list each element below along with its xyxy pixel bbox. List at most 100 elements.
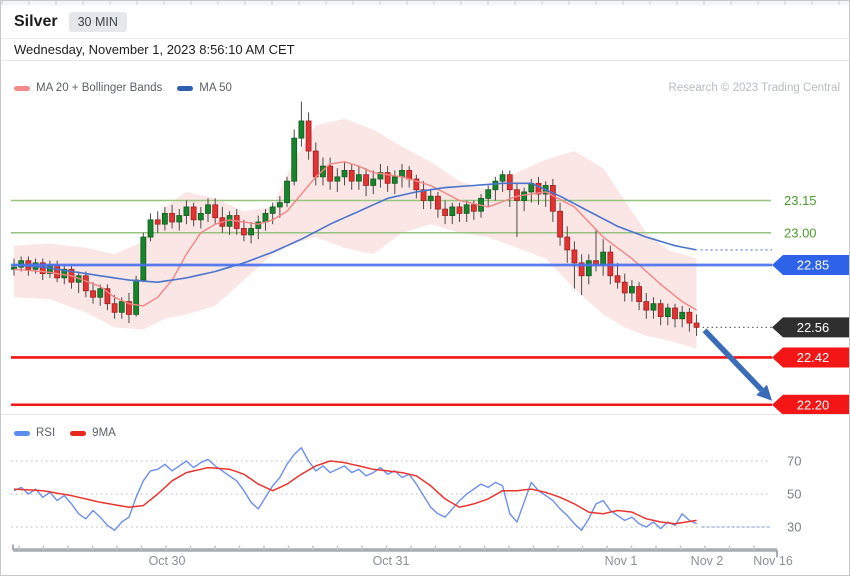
candle-body <box>621 281 628 294</box>
candle-body <box>629 286 635 294</box>
candle-body <box>377 172 384 180</box>
candle <box>578 254 585 296</box>
candle-body <box>571 249 578 264</box>
candle <box>334 168 341 192</box>
candle-body <box>298 120 305 139</box>
candle <box>420 181 427 210</box>
price-badge-text: 22.42 <box>797 350 830 365</box>
rsi-tick-label: 50 <box>787 487 801 502</box>
candle-body <box>363 174 369 186</box>
candle <box>327 157 334 190</box>
candle <box>111 295 118 319</box>
datetime-text: Wednesday, November 1, 2023 8:56:10 AM C… <box>14 42 295 57</box>
candle <box>241 219 247 242</box>
candle <box>370 170 377 195</box>
candle <box>564 226 571 263</box>
candle <box>169 204 175 229</box>
candle-body <box>248 228 255 236</box>
candle <box>212 198 219 225</box>
candle <box>305 112 312 160</box>
candle <box>499 170 506 192</box>
candle <box>276 196 283 218</box>
projection-arrow-shaft <box>702 328 764 392</box>
projection-arrow <box>702 328 772 401</box>
candle <box>664 303 671 326</box>
candle-body <box>384 172 391 184</box>
candle-body <box>391 176 398 184</box>
candle-body <box>693 322 700 328</box>
candle <box>190 202 197 227</box>
candle-body <box>549 185 556 212</box>
candle <box>355 166 362 190</box>
candle-body <box>334 176 341 182</box>
candle <box>621 273 628 302</box>
top-ruler-strip <box>1 1 849 5</box>
candle-body <box>614 275 621 283</box>
candle <box>320 157 326 186</box>
candle <box>176 209 183 231</box>
candle <box>693 314 700 336</box>
candle-body <box>370 178 377 186</box>
candle-body <box>470 204 477 212</box>
candle <box>140 232 147 283</box>
x-axis-label: Oct 30 <box>149 554 186 568</box>
candle-body <box>205 204 211 214</box>
candle <box>284 176 290 207</box>
candle-body <box>312 150 319 178</box>
candle-body <box>111 303 118 313</box>
bollinger-band <box>14 118 697 349</box>
candle-body <box>636 286 642 302</box>
candle-body <box>176 215 183 223</box>
candle <box>672 303 678 328</box>
candle-body <box>54 264 61 279</box>
rsi-tick-label: 70 <box>787 454 801 469</box>
timeframe-badge[interactable]: 30 MIN <box>68 11 127 32</box>
level-label: 23.00 <box>784 225 817 240</box>
rsi-grid-50: 50 <box>11 487 801 502</box>
candles <box>11 101 700 336</box>
candle <box>377 163 384 188</box>
rsi-line <box>13 447 697 531</box>
candle-body <box>233 215 240 229</box>
candle <box>147 213 154 242</box>
price-badge-22.42: 22.42 <box>772 347 849 368</box>
candle-body <box>190 206 197 221</box>
candle <box>205 198 211 222</box>
candle <box>384 166 391 192</box>
candle-body <box>600 251 607 266</box>
candle-body <box>284 180 290 204</box>
candle-body <box>506 174 513 191</box>
candle-body <box>197 212 204 221</box>
projection-arrow-head <box>756 384 772 401</box>
candle-body <box>650 303 657 311</box>
candle-body <box>463 204 470 214</box>
candle <box>298 101 305 147</box>
level-label: 23.15 <box>784 193 817 208</box>
candle-body <box>514 189 520 201</box>
x-axis-scrollbar[interactable] <box>12 544 778 558</box>
candle <box>549 179 556 222</box>
candle <box>161 206 168 231</box>
candle-body <box>485 189 492 199</box>
rsi-grid-30: 30 <box>11 520 801 535</box>
candle <box>427 189 434 210</box>
rsi-tick-label: 30 <box>787 520 801 535</box>
candle <box>679 305 686 328</box>
candle <box>126 292 132 324</box>
candle-body <box>672 307 678 320</box>
candle-body <box>341 169 348 178</box>
candle-body <box>664 307 671 317</box>
price-badge-shape <box>772 394 849 415</box>
price-badge-22.56: 22.56 <box>772 317 849 338</box>
candle-body <box>578 262 585 277</box>
ma20-line <box>13 161 697 311</box>
candle-body <box>61 268 68 279</box>
candle <box>506 170 513 207</box>
candle <box>442 200 449 225</box>
price-badge-22.85: 22.85 <box>772 255 849 275</box>
candle <box>133 275 140 317</box>
candle <box>650 297 657 319</box>
candle <box>104 284 111 311</box>
candle <box>521 187 528 212</box>
candle-body <box>212 204 219 219</box>
